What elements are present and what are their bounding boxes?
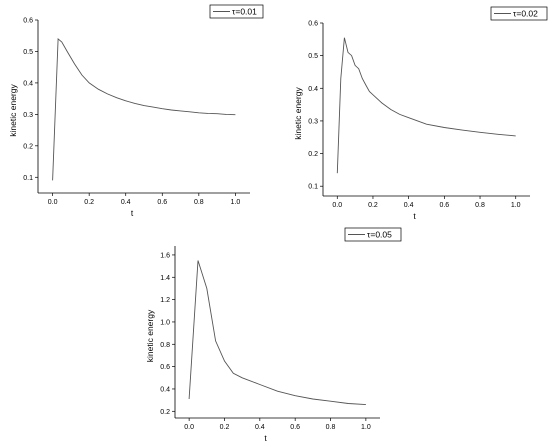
y-tick-label: 0.5 <box>308 53 318 60</box>
y-tick-label: 0.2 <box>160 409 170 416</box>
y-tick-label: 0.6 <box>160 364 170 371</box>
x-axis-label: t <box>131 208 134 218</box>
x-tick-label: 0.4 <box>121 199 131 206</box>
x-tick-label: 0.0 <box>332 202 342 209</box>
series-line <box>188 260 366 406</box>
y-tick-label: 0.3 <box>308 118 318 125</box>
chart-2: 0.0 0.2 0.4 0.6 0.8 1.0 0.1 0.2 0.3 0.4 0.5 0.6 t kin… <box>293 6 548 221</box>
chart-3: 0.0 0.2 0.4 0.6 0.8 1.0 0.2 0.4 0.6 0.8 1.0 1.2 1.4 1… <box>145 227 402 442</box>
legend-box <box>209 4 264 19</box>
y-axis-label: kinetic energy <box>8 84 18 137</box>
y-tick-label: 0.4 <box>23 80 33 87</box>
x-tick-label: 0.6 <box>290 424 300 431</box>
y-tick-label: 0.2 <box>23 143 33 150</box>
x-tick-label: 0.8 <box>326 424 336 431</box>
y-tick-label: 0.8 <box>160 342 170 349</box>
y-tick-label: 0.4 <box>160 386 170 393</box>
legend-label: τ=0.01 <box>232 7 257 17</box>
y-tick-label: 1.6 <box>160 252 170 259</box>
y-tick-label: 0.1 <box>308 184 318 191</box>
y-tick-label: 0.6 <box>23 18 33 25</box>
y-axis-label: kinetic energy <box>145 309 155 362</box>
x-tick-label: 0.6 <box>157 199 167 206</box>
x-tick-label: 0.2 <box>84 199 94 206</box>
y-tick-label: 0.5 <box>23 49 33 56</box>
chart-1: 0.0 0.2 0.4 0.6 0.8 1.0 0.1 0.2 0.3 0.4 0.5 0.6 t kin… <box>8 4 264 218</box>
y-tick-label: 1.2 <box>160 297 170 304</box>
x-tick-label: 0.2 <box>368 202 378 209</box>
series-line <box>336 37 516 174</box>
legend-box <box>490 6 548 21</box>
x-axis-label: t <box>264 433 267 442</box>
y-tick-label: 0.1 <box>23 175 33 182</box>
x-tick-label: 0.0 <box>184 424 194 431</box>
legend-label: τ=0.02 <box>513 9 538 19</box>
x-tick-label: 0.4 <box>255 424 265 431</box>
y-tick-label: 0.6 <box>308 21 318 28</box>
x-tick-label: 1.0 <box>361 424 371 431</box>
y-tick-label: 0.3 <box>23 112 33 119</box>
y-tick-label: 1.0 <box>160 319 170 326</box>
y-axis-label: kinetic energy <box>293 87 303 140</box>
x-tick-label: 0.8 <box>194 199 204 206</box>
x-tick-label: 0.4 <box>404 202 414 209</box>
legend-label: τ=0.05 <box>367 230 392 240</box>
x-tick-label: 1.0 <box>511 202 521 209</box>
y-tick-label: 0.2 <box>308 151 318 158</box>
y-tick-label: 0.4 <box>308 86 318 93</box>
x-tick-label: 0.6 <box>439 202 449 209</box>
x-tick-label: 0.2 <box>220 424 230 431</box>
legend-box <box>344 227 402 242</box>
x-tick-label: 0.8 <box>475 202 485 209</box>
x-tick-label: 1.0 <box>231 199 241 206</box>
series-line <box>52 37 236 181</box>
x-tick-label: 0.0 <box>48 199 58 206</box>
x-axis-label: t <box>413 211 416 221</box>
y-tick-label: 1.4 <box>160 275 170 282</box>
